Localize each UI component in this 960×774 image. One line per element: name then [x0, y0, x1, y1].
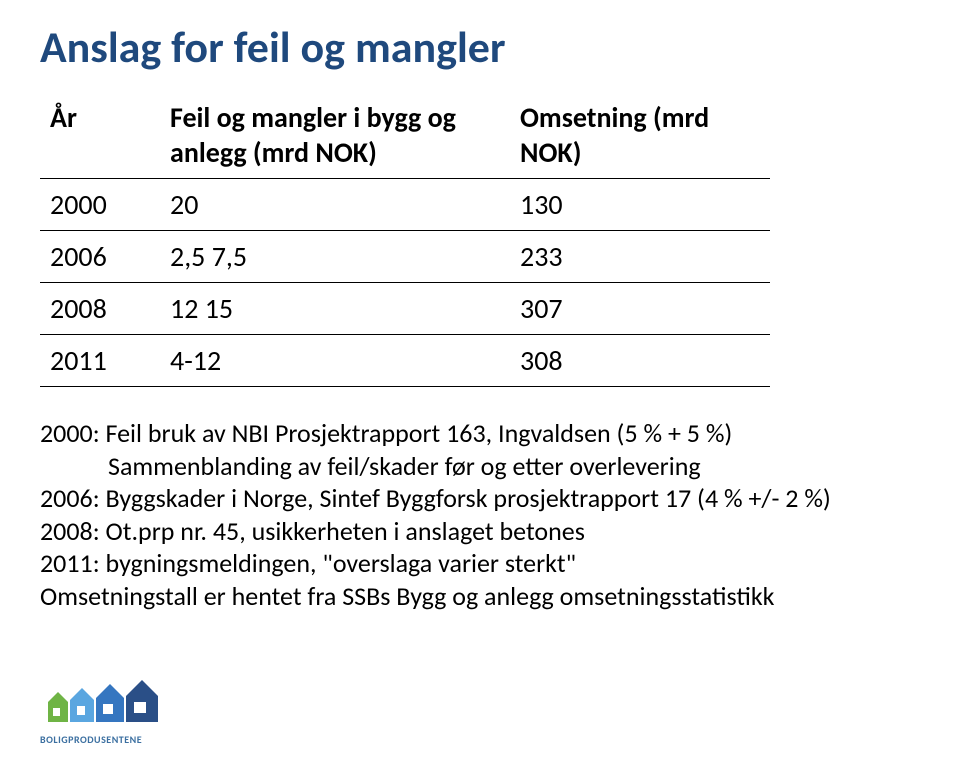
- note-line: 2006: Byggskader i Norge, Sintef Byggfor…: [40, 482, 920, 515]
- note-line-indent: Sammenblanding av feil/skader før og ett…: [40, 450, 920, 483]
- table-header-row: År Feil og mangler i bygg og anlegg (mrd…: [40, 92, 770, 179]
- table-row: 2006 2,5 7,5 233: [40, 231, 770, 283]
- col-header-omsetning: Omsetning (mrd NOK): [510, 92, 770, 179]
- cell-year: 2000: [40, 179, 160, 231]
- note-line: Omsetningstall er hentet fra SSBs Bygg o…: [40, 580, 920, 613]
- cell-feil: 20: [160, 179, 510, 231]
- cell-oms: 307: [510, 283, 770, 335]
- logo-houses-icon: [40, 680, 170, 730]
- note-line: 2011: bygningsmeldingen, "overslaga vari…: [40, 547, 920, 580]
- notes-block: 2000: Feil bruk av NBI Prosjektrapport 1…: [40, 417, 920, 612]
- col-header-feil: Feil og mangler i bygg og anlegg (mrd NO…: [160, 92, 510, 179]
- data-table: År Feil og mangler i bygg og anlegg (mrd…: [40, 92, 770, 387]
- cell-oms: 130: [510, 179, 770, 231]
- cell-feil: 4-12: [160, 335, 510, 387]
- logo-text: BOLIGPRODUSENTENE: [40, 733, 170, 746]
- house-icon: [126, 680, 158, 722]
- page-title: Anslag for feil og mangler: [40, 20, 920, 74]
- house-icon: [48, 692, 68, 722]
- logo: BOLIGPRODUSENTENE: [40, 680, 170, 746]
- cell-year: 2011: [40, 335, 160, 387]
- cell-oms: 233: [510, 231, 770, 283]
- house-icon: [70, 688, 94, 722]
- house-icon: [96, 684, 124, 722]
- table-row: 2011 4-12 308: [40, 335, 770, 387]
- note-line: 2000: Feil bruk av NBI Prosjektrapport 1…: [40, 417, 920, 450]
- note-line: 2008: Ot.prp nr. 45, usikkerheten i ansl…: [40, 515, 920, 548]
- table-row: 2008 12 15 307: [40, 283, 770, 335]
- cell-oms: 308: [510, 335, 770, 387]
- cell-year: 2006: [40, 231, 160, 283]
- table-row: 2000 20 130: [40, 179, 770, 231]
- col-header-year: År: [40, 92, 160, 179]
- cell-feil: 12 15: [160, 283, 510, 335]
- cell-feil: 2,5 7,5: [160, 231, 510, 283]
- cell-year: 2008: [40, 283, 160, 335]
